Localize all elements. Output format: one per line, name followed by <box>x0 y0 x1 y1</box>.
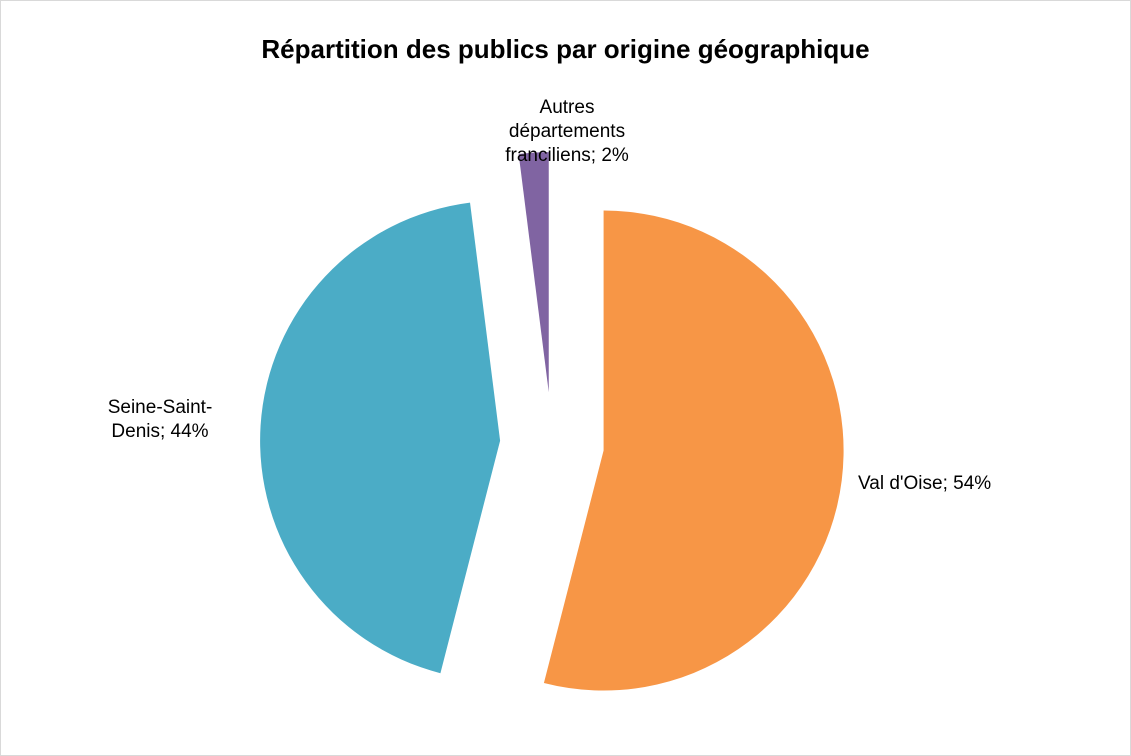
data-label: Autres départements franciliens; 2% <box>505 97 629 166</box>
data-label: Val d'Oise; 54% <box>858 473 992 494</box>
chart-title: Répartition des publics par origine géog… <box>261 34 870 64</box>
pie-slice <box>518 152 549 393</box>
data-label: Seine-Saint-Denis; 44% <box>107 397 213 442</box>
pie-slice <box>260 202 501 674</box>
pie-slice <box>543 210 844 691</box>
